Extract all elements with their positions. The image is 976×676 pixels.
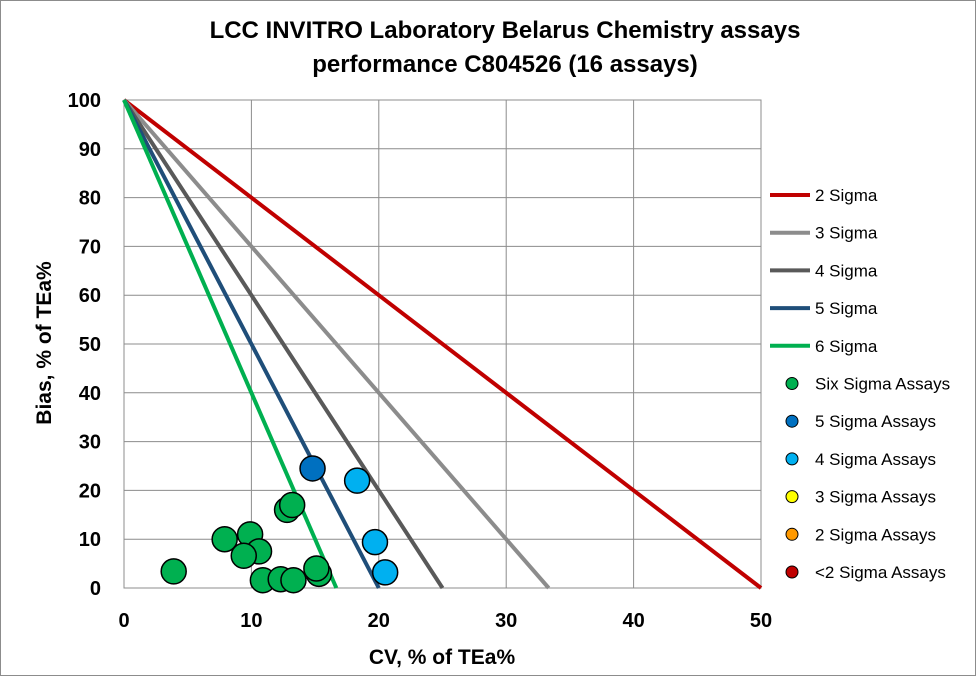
sigma-line-2 <box>122 98 763 590</box>
legend-point-marker <box>785 377 799 390</box>
legend-label: <2 Sigma Assays <box>815 563 946 582</box>
x-tick-label: 50 <box>750 610 772 632</box>
legend-point-marker <box>785 490 799 504</box>
y-tick-label: 100 <box>68 90 101 112</box>
y-tick-label: 60 <box>79 285 101 307</box>
point-series-0-11 <box>303 555 330 582</box>
y-tick-label: 10 <box>79 529 101 551</box>
legend-label: 3 Sigma <box>815 224 878 243</box>
point-series-2-0 <box>343 467 371 494</box>
sigma-line-5 <box>122 99 381 589</box>
legend-point-marker <box>785 527 799 541</box>
point-series-2-1 <box>361 528 389 556</box>
x-tick-label: 40 <box>622 610 644 632</box>
data-points <box>160 455 399 594</box>
chart-title-line-1: LCC INVITRO Laboratory Belarus Chemistry… <box>209 17 801 44</box>
chart-title-line-2: performance C804526 (16 assays) <box>312 51 698 78</box>
chart-title: LCC INVITRO Laboratory Belarus Chemistry… <box>180 14 830 82</box>
legend-label: 6 Sigma <box>815 337 878 356</box>
point-series-0-9 <box>278 491 306 519</box>
y-tick-label: 20 <box>79 480 101 502</box>
point-series-0-1 <box>211 525 238 553</box>
y-axis-label: Bias, % of TEa% <box>33 261 56 425</box>
point-series-2-2 <box>371 559 399 586</box>
legend-label: 5 Sigma Assays <box>815 412 936 431</box>
x-axis-label: CV, % of TEa% <box>369 646 516 669</box>
sigma-line-4 <box>122 98 445 590</box>
legend-label: 4 Sigma Assays <box>815 450 936 469</box>
point-series-0-4 <box>230 542 258 570</box>
point-series-0-7 <box>280 566 307 594</box>
y-tick-label: 90 <box>79 139 101 161</box>
legend-label: 3 Sigma Assays <box>815 488 936 507</box>
legend-point-marker <box>785 565 799 579</box>
legend-label: Six Sigma Assays <box>815 375 950 394</box>
point-series-0-0 <box>160 558 187 585</box>
legend-label: 2 Sigma <box>815 186 878 205</box>
x-tick-label: 0 <box>118 610 129 632</box>
y-tick-label: 30 <box>79 432 101 454</box>
legend-label: 5 Sigma <box>815 299 878 318</box>
y-tick-label: 0 <box>90 578 101 600</box>
legend-label: 2 Sigma Assays <box>815 525 936 544</box>
y-tick-label: 50 <box>79 334 101 356</box>
legend-point-marker <box>785 452 799 466</box>
x-tick-label: 20 <box>368 610 390 632</box>
y-tick-label: 80 <box>79 188 101 210</box>
legend-label: 4 Sigma <box>815 261 878 280</box>
x-tick-label: 30 <box>495 610 517 632</box>
sigma-line-3 <box>122 98 551 590</box>
legend: 2 Sigma 3 Sigma 4 Sigma 5 Sigma 6 Sigma Six S… <box>770 186 950 582</box>
y-tick-label: 70 <box>79 236 101 258</box>
legend-point-marker <box>785 414 799 428</box>
tick-labels: 0 10 20 30 40 50 0 10 20 30 40 50 60 70 80 90 100 <box>68 90 773 632</box>
x-tick-label: 10 <box>240 610 262 632</box>
y-tick-label: 40 <box>79 383 101 405</box>
point-series-1-0 <box>299 455 326 482</box>
